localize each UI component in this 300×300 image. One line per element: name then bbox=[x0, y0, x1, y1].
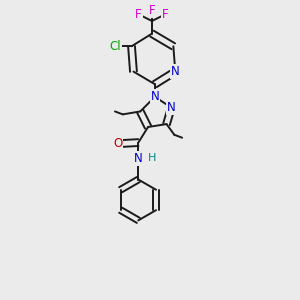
Text: H: H bbox=[148, 153, 156, 163]
Text: N: N bbox=[134, 152, 143, 165]
Text: N: N bbox=[151, 90, 159, 104]
Text: N: N bbox=[167, 101, 176, 114]
Text: O: O bbox=[113, 137, 122, 150]
Text: N: N bbox=[171, 65, 180, 78]
Text: F: F bbox=[148, 4, 155, 17]
Text: F: F bbox=[162, 8, 169, 21]
Text: F: F bbox=[135, 8, 142, 21]
Text: Cl: Cl bbox=[109, 40, 121, 53]
